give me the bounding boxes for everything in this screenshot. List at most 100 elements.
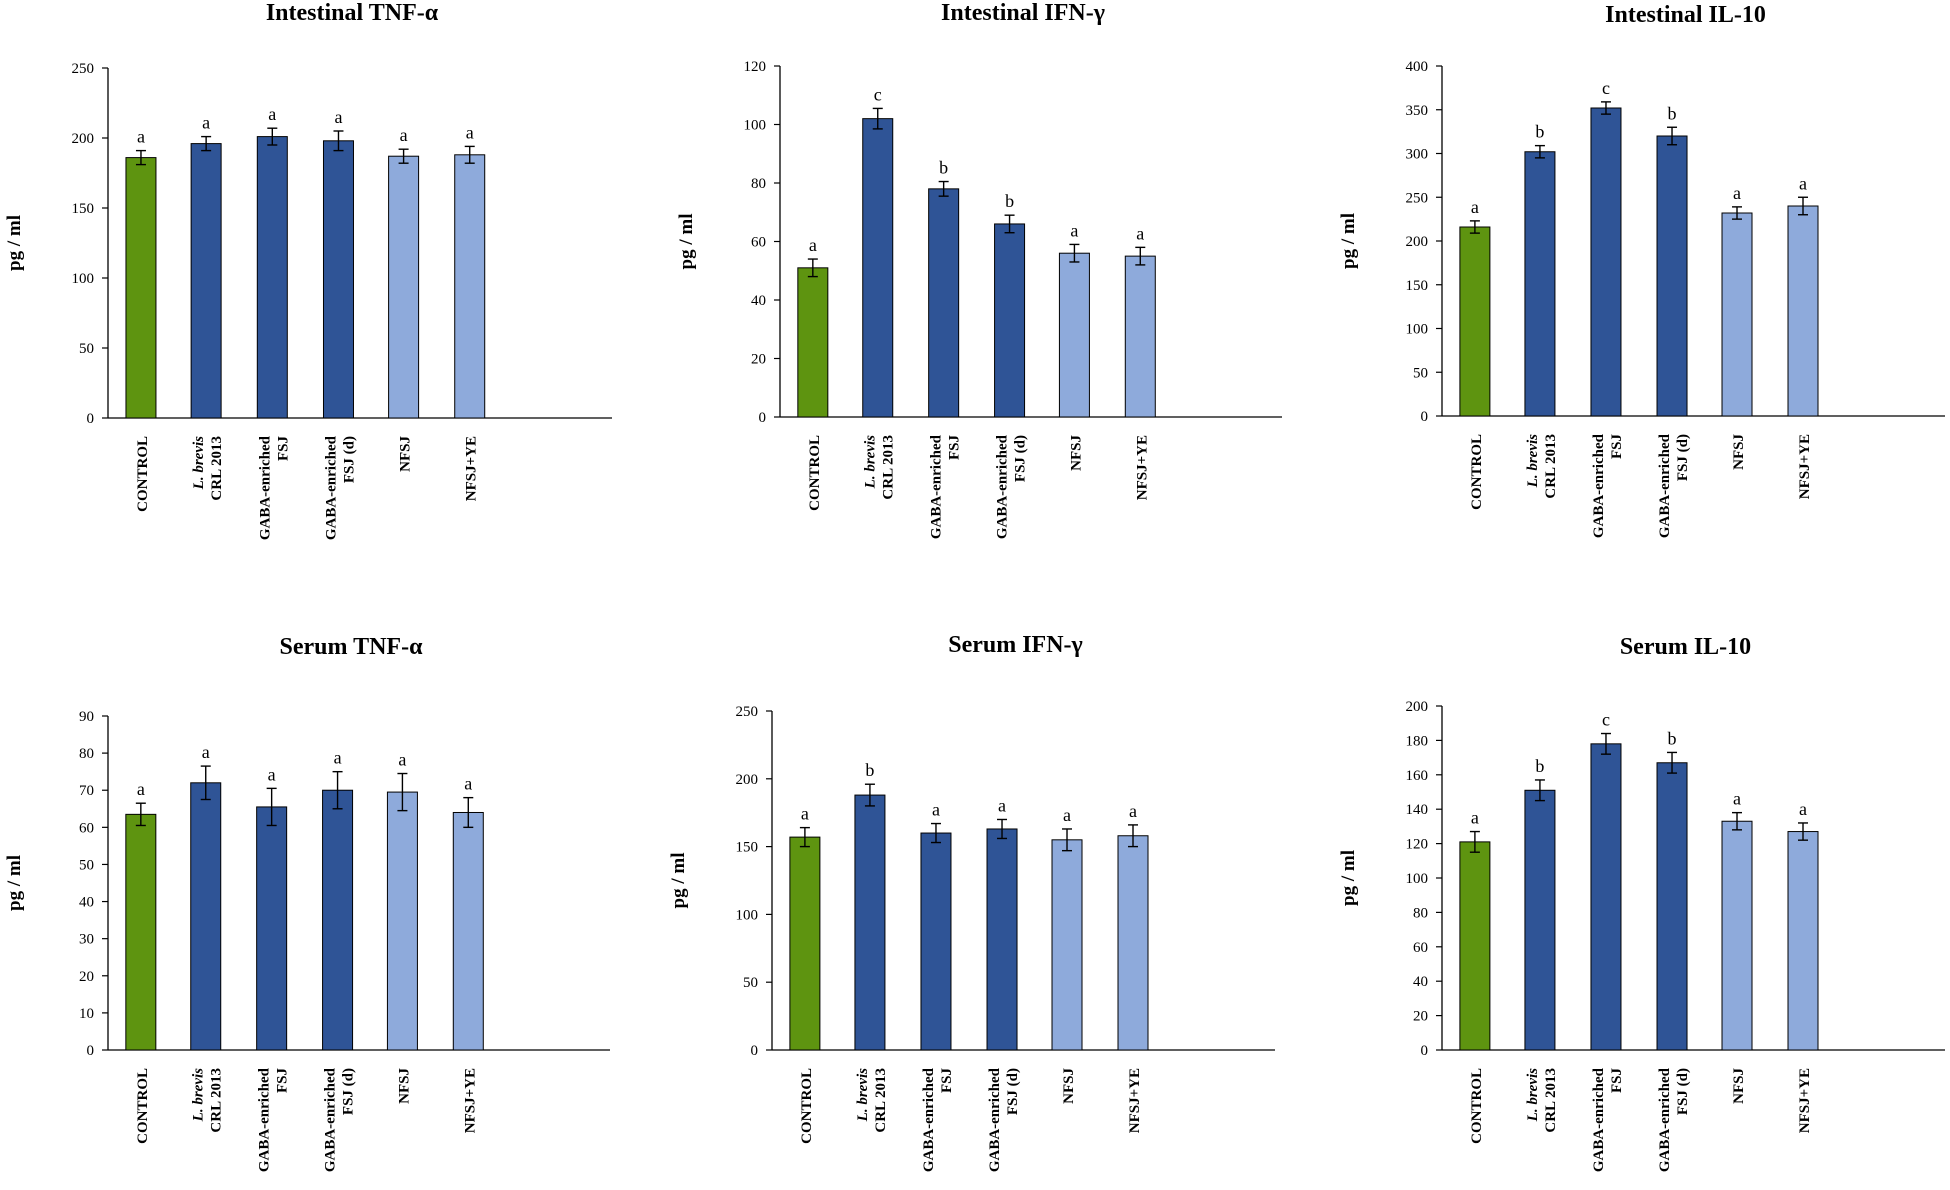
x-tick-label: NFSJ+YE	[1134, 435, 1150, 500]
x-tick-label: L. brevis CRL 2013	[855, 1068, 889, 1133]
y-tick-label: 20	[79, 969, 94, 985]
y-tick-label: 50	[79, 341, 94, 357]
x-tick-label: NFSJ	[398, 436, 414, 472]
y-tick-label: 140	[1406, 802, 1429, 818]
bar	[386, 791, 418, 1051]
y-tick-label: 100	[72, 271, 95, 287]
bar	[388, 155, 420, 419]
x-tick-label: NFSJ	[1731, 1068, 1747, 1104]
x-tick-label: L. brevis CRL 2013	[191, 436, 225, 501]
x-tick-label: GABA-enriched FSJ	[257, 1067, 291, 1172]
significance-letter: c	[1602, 78, 1610, 98]
x-tick-label: NFSJ	[1731, 434, 1747, 470]
significance-letter: a	[1799, 799, 1807, 819]
y-axis-label: pg / ml	[4, 855, 25, 911]
x-tick-label: CONTROL	[1469, 1068, 1485, 1144]
bar	[862, 118, 894, 418]
x-tick-label: L. brevis CRL 2013	[863, 435, 897, 500]
bar	[854, 794, 886, 1051]
chart-intestinal-tnf: Intestinal TNF-α pg / ml 0 50 100 150 200 250 a C…	[4, 0, 612, 540]
y-tick-label: 80	[79, 746, 94, 762]
bar	[256, 806, 288, 1051]
significance-letter: a	[334, 107, 342, 127]
x-tick-label: NFSJ+YE	[464, 436, 480, 501]
significance-letter: a	[809, 235, 817, 255]
x-tick-label: CONTROL	[1469, 434, 1485, 510]
y-tick-label: 120	[744, 59, 767, 75]
x-tick-label: GABA-enriched FSJ (d)	[1657, 433, 1691, 538]
x-tick-label: NFSJ+YE	[462, 1068, 478, 1133]
y-tick-label: 0	[759, 410, 767, 426]
y-tick-label: 200	[1406, 234, 1429, 250]
chart-serum-il10: Serum IL-10 pg / ml 0 20 40 60 80 100 120 140 160 1…	[1338, 634, 1945, 1172]
chart-serum-tnf: Serum TNF-α pg / ml 0 10 20 30 40 50 60 70 80 90 a CO…	[4, 634, 610, 1172]
y-tick-label: 150	[1406, 278, 1429, 294]
y-tick-label: 50	[1413, 365, 1428, 381]
bar	[452, 811, 484, 1051]
x-tick-label: GABA-enriched FSJ (d)	[323, 1067, 357, 1172]
significance-letter: a	[1799, 173, 1807, 193]
y-tick-label: 100	[1406, 871, 1429, 887]
y-axis-label: pg / ml	[668, 853, 689, 909]
x-tick-label: CONTROL	[135, 1068, 151, 1144]
x-tick-label: L. brevis CRL 2013	[1525, 1068, 1559, 1133]
x-tick-label: GABA-enriched FSJ (d)	[987, 1067, 1021, 1172]
y-tick-label: 180	[1406, 733, 1429, 749]
x-tick-label: GABA-enriched FSJ	[257, 435, 291, 540]
chart-intestinal-ifn: Intestinal IFN-γ pg / ml 0 20 40 60 80 100 120 a C…	[676, 0, 1282, 539]
y-tick-label: 50	[743, 975, 758, 991]
significance-letter: a	[1070, 220, 1078, 240]
x-tick-label: NFSJ+YE	[1797, 434, 1813, 499]
bar	[920, 832, 952, 1051]
significance-letter: a	[801, 804, 809, 824]
significance-letter: b	[1668, 103, 1677, 123]
y-tick-label: 150	[736, 840, 759, 856]
chart-title: Serum TNF-α	[280, 634, 424, 660]
significance-letter: a	[268, 104, 276, 124]
y-axis-label: pg / ml	[1338, 850, 1359, 906]
x-tick-label: CONTROL	[807, 435, 823, 511]
y-tick-label: 30	[79, 932, 94, 948]
chart-intestinal-il10: Intestinal IL-10 pg / ml 0 50 100 150 200 250 30…	[1338, 2, 1945, 538]
y-tick-label: 250	[72, 61, 95, 77]
bar	[1524, 151, 1556, 417]
x-tick-label: NFSJ	[1061, 1068, 1077, 1104]
x-tick-label: NFSJ	[396, 1068, 412, 1104]
y-tick-label: 100	[744, 118, 767, 134]
bar	[322, 789, 354, 1051]
y-tick-label: 90	[79, 709, 94, 725]
significance-letter: a	[1471, 197, 1479, 217]
bar	[928, 188, 960, 418]
bar	[1124, 255, 1156, 418]
bar	[1459, 226, 1491, 417]
significance-letter: b	[939, 158, 948, 178]
y-tick-label: 50	[79, 857, 94, 873]
y-tick-label: 400	[1406, 59, 1429, 75]
x-tick-label: GABA-enriched FSJ (d)	[1657, 1067, 1691, 1172]
bar	[1524, 789, 1556, 1051]
y-tick-label: 60	[1413, 940, 1428, 956]
significance-letter: a	[464, 774, 472, 794]
bar	[1787, 205, 1819, 417]
significance-letter: a	[268, 764, 276, 784]
significance-letter: b	[1535, 756, 1544, 776]
bar	[986, 828, 1018, 1051]
significance-letter: a	[998, 795, 1006, 815]
x-tick-label: GABA-enriched FSJ	[929, 434, 963, 539]
y-tick-label: 40	[751, 293, 766, 309]
x-tick-label: NFSJ	[1068, 435, 1084, 471]
bar	[1721, 820, 1753, 1051]
bar	[322, 140, 354, 419]
bar	[1787, 831, 1819, 1051]
y-tick-label: 0	[751, 1043, 759, 1059]
x-tick-label: L. brevis CRL 2013	[191, 1068, 225, 1133]
bar	[1656, 762, 1688, 1051]
x-tick-label: NFSJ+YE	[1797, 1068, 1813, 1133]
significance-letter: a	[202, 113, 210, 133]
significance-letter: a	[1471, 808, 1479, 828]
y-tick-label: 0	[1421, 409, 1429, 425]
chart-title: Intestinal TNF-α	[266, 0, 439, 26]
significance-letter: a	[1129, 801, 1137, 821]
significance-letter: a	[137, 127, 145, 147]
